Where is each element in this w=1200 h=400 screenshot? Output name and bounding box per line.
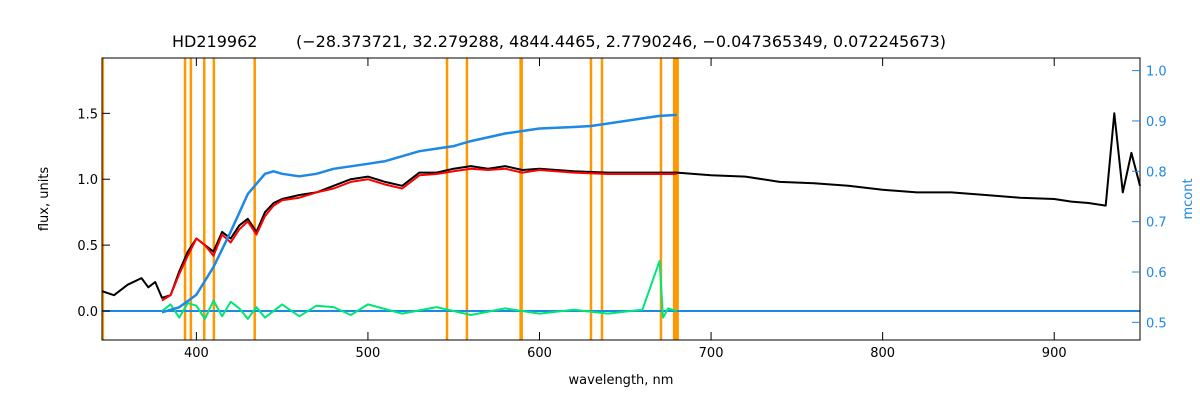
axes: 400 500 600 700 800 900 0.0 0.5 1.0 1.5 0.5 0.6 0.7 0…: [77, 58, 1167, 361]
right-tick-label-2: 0.7: [1146, 216, 1167, 231]
x-tick-label-1: 500: [356, 346, 381, 361]
y-tick-label-1: 0.5: [77, 239, 98, 254]
chart-subtitle: (−28.373721, 32.279288, 4844.4465, 2.779…: [296, 32, 946, 51]
plot-frame: [101, 57, 1141, 341]
y-tick-label-3: 1.5: [77, 107, 98, 122]
title-group: HD219962 (−28.373721, 32.279288, 4844.44…: [172, 32, 946, 51]
y-axis-label: flux, units: [37, 167, 52, 232]
right-axis-label: mcont: [1181, 178, 1196, 219]
y-tick-label-0: 0.0: [77, 305, 98, 320]
x-axis-label: wavelength, nm: [569, 373, 674, 388]
y-tick-label-2: 1.0: [77, 173, 98, 188]
right-tick-label-1: 0.6: [1146, 266, 1167, 281]
right-tick-label-0: 0.5: [1146, 316, 1167, 331]
right-tick-label-3: 0.8: [1146, 165, 1167, 180]
plot-area: [101, 58, 1141, 340]
series-line-0: [101, 112, 1141, 299]
series-line-1: [161, 167, 677, 302]
right-tick-label-4: 0.9: [1146, 115, 1167, 130]
series-line-2: [161, 113, 677, 314]
x-tick-label-4: 800: [870, 346, 895, 361]
right-tick-label-5: 1.0: [1146, 65, 1167, 80]
x-tick-label-3: 700: [699, 346, 724, 361]
x-tick-label-5: 900: [1042, 346, 1067, 361]
series-line-4: [161, 259, 678, 320]
x-tick-label-0: 400: [184, 346, 209, 361]
x-tick-label-2: 600: [527, 346, 552, 361]
chart-title: HD219962: [172, 32, 257, 51]
